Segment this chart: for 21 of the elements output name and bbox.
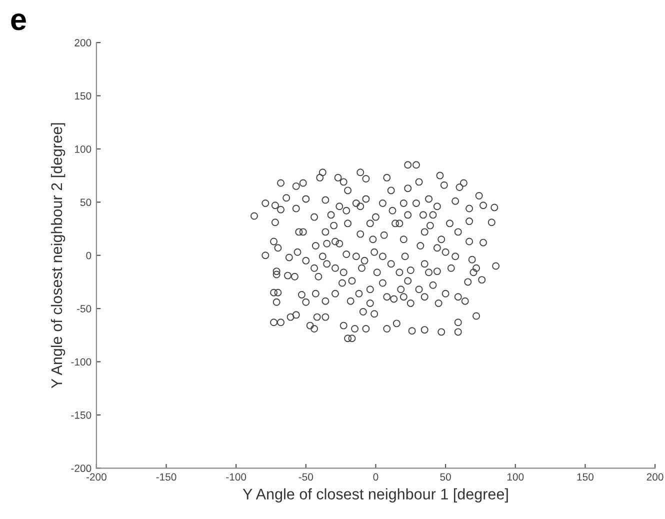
x-tick-label: 150: [577, 473, 594, 481]
x-tick-label: -50: [298, 473, 314, 481]
text: e: [11, 13, 26, 30]
y-axis-title: Y Angle of closest neighbour 2 [degree]: [50, 123, 66, 388]
y-tick-label: -100: [71, 358, 92, 366]
x-tick-label: 0: [373, 473, 378, 481]
x-tick-label: -150: [156, 473, 176, 481]
x-tick-label: 200: [646, 473, 664, 481]
y-tick-label: -200: [71, 464, 92, 472]
y-tick-label: 50: [80, 198, 92, 206]
x-tick-label: 100: [507, 473, 524, 481]
x-axis-title: Y Angle of closest neighbour 1 [degree]: [242, 488, 508, 503]
y-tick-label: 0: [86, 252, 92, 260]
y-tick-label: 200: [74, 39, 92, 46]
y-tick-label: 100: [74, 145, 92, 153]
x-tick-label: -200: [86, 473, 106, 481]
y-tick-label: -50: [76, 305, 92, 312]
x-tick-label: -100: [226, 473, 246, 481]
y-tick-label: 150: [74, 92, 92, 100]
y-tick-label: -150: [71, 411, 92, 419]
x-tick-label: 50: [440, 473, 451, 481]
